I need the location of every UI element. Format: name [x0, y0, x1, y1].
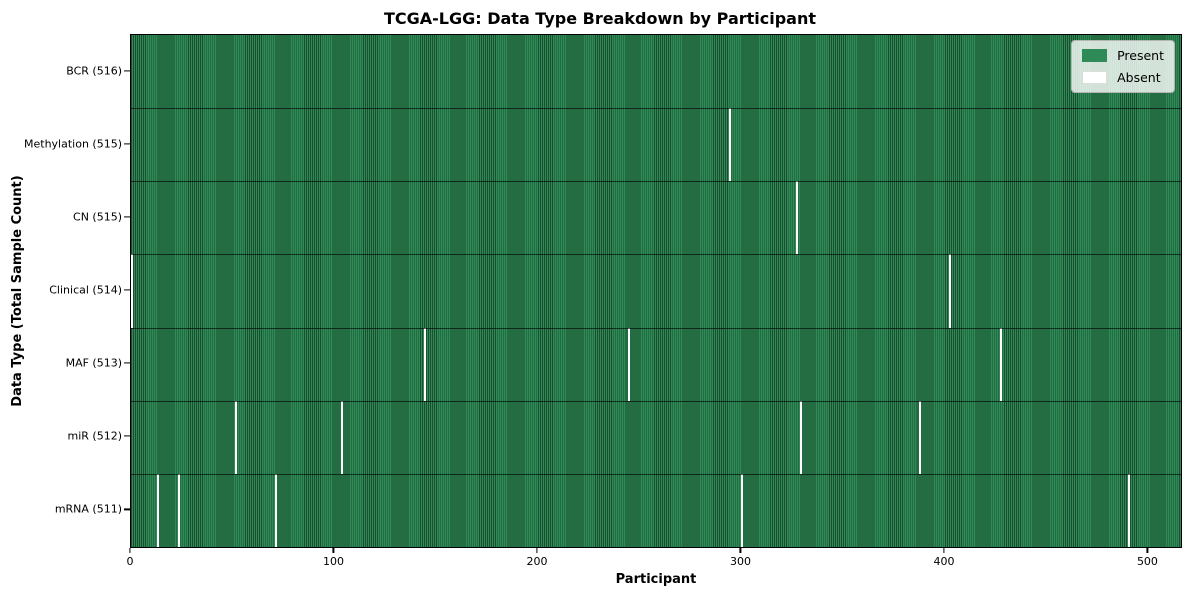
plot-area: Present Absent [130, 34, 1182, 548]
absent-cell-miR-387 [918, 400, 921, 474]
y-tick-label-BCR: BCR (516) [66, 64, 122, 78]
y-tick-label-CN: CN (515) [73, 210, 122, 224]
chart-title: TCGA-LGG: Data Type Breakdown by Partici… [383, 9, 817, 28]
absent-cell-Methylation-294 [729, 108, 732, 182]
y-tick-label-miR: miR (512) [67, 429, 123, 443]
absent-cell-miR-51 [234, 400, 237, 474]
absent-cell-mRNA-13 [157, 473, 160, 547]
absent-cell-miR-329 [800, 400, 803, 474]
legend-swatch-present [1082, 49, 1108, 62]
y-tick-mark [124, 508, 130, 511]
absent-cell-mRNA-490 [1128, 473, 1131, 547]
absent-cell-Clinical-402 [949, 254, 952, 328]
y-tick-label-Methylation: Methylation (515) [24, 137, 122, 151]
y-tick-mark [124, 435, 130, 437]
x-tick-mark-100 [332, 548, 335, 553]
x-tick-label-0: 0 [126, 555, 134, 568]
y-tick-marks [124, 34, 130, 548]
absent-cell-mRNA-23 [177, 473, 180, 547]
row-separator [131, 327, 1181, 329]
absent-cell-miR-103 [340, 400, 343, 474]
absent-cell-CN-327 [796, 181, 799, 255]
legend-item-present: Present [1082, 48, 1164, 63]
x-tick-mark-400 [943, 548, 945, 553]
absent-cell-mRNA-300 [741, 473, 744, 547]
y-tick-mark [124, 69, 130, 72]
x-tick-mark-500 [1146, 548, 1149, 553]
row-separator [131, 108, 1181, 110]
x-tick-label-500: 500 [1136, 555, 1158, 568]
x-tick-mark-300 [739, 548, 742, 553]
y-tick-mark [124, 143, 130, 145]
legend: Present Absent [1071, 40, 1175, 93]
legend-swatch-absent [1082, 71, 1108, 84]
x-tick-label-300: 300 [729, 555, 751, 568]
y-tick-mark [124, 216, 130, 218]
y-tick-label-Clinical: Clinical (514) [49, 283, 122, 297]
legend-label-absent: Absent [1117, 70, 1161, 85]
absent-cell-mRNA-71 [275, 473, 278, 547]
legend-item-absent: Absent [1082, 70, 1164, 85]
absent-cell-Clinical-0 [131, 254, 133, 328]
y-tick-labels: BCR (516) Methylation (515) CN (515) Clinic… [0, 34, 122, 548]
y-tick-label-MAF: MAF (513) [65, 356, 122, 370]
x-tick-label-100: 100 [322, 555, 344, 568]
y-tick-mark [124, 362, 130, 364]
x-tick-mark-0 [129, 548, 131, 553]
absent-cell-MAF-244 [627, 327, 630, 401]
x-tick-label-400: 400 [933, 555, 955, 568]
row-separator [131, 400, 1181, 402]
x-tick-mark-200 [536, 548, 538, 553]
y-tick-mark [124, 289, 130, 291]
absent-cell-MAF-144 [424, 327, 427, 401]
plot-stripes [131, 35, 1181, 547]
row-separator [131, 473, 1181, 475]
absent-cell-MAF-427 [999, 327, 1002, 401]
x-tick-label-200: 200 [526, 555, 548, 568]
legend-label-present: Present [1117, 48, 1164, 63]
x-axis-label: Participant [615, 572, 697, 587]
row-separator [131, 181, 1181, 183]
x-tick-area: 0 100 200 300 400 500 [126, 548, 1182, 572]
y-tick-label-mRNA: mRNA (511) [54, 502, 122, 516]
row-separator [131, 254, 1181, 256]
